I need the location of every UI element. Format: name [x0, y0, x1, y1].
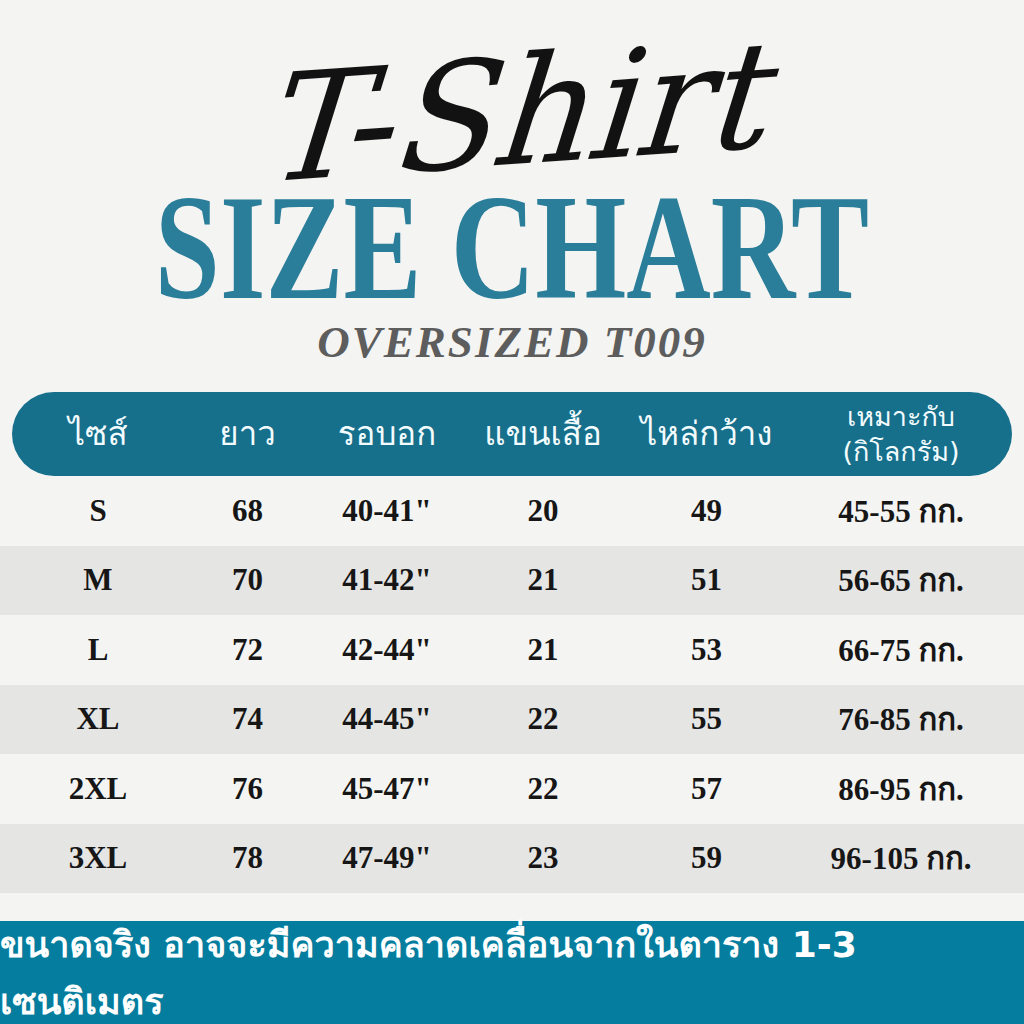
cell-weight: 86-95 กก.	[790, 764, 1012, 814]
cell-sleeve: 22	[463, 771, 623, 807]
subtitle: OVERSIZED T009	[0, 316, 1024, 368]
column-header-sleeve: แขนเสื้อ	[463, 416, 623, 452]
cell-length: 70	[184, 562, 311, 598]
cell-shoulder: 49	[623, 493, 790, 529]
size-chart-infographic: T-Shirt SIZE CHART OVERSIZED T009 ไซส์ ย…	[0, 0, 1024, 1024]
cell-size: 3XL	[12, 840, 184, 876]
table-row-m: M 70 41-42" 21 51 56-65 กก.	[0, 546, 1024, 616]
cell-shoulder: 53	[623, 632, 790, 668]
cell-sleeve: 23	[463, 840, 623, 876]
cell-chest: 40-41"	[311, 493, 463, 529]
table-row-xl: XL 74 44-45" 22 55 76-85 กก.	[0, 685, 1024, 755]
cell-sleeve: 20	[463, 493, 623, 529]
cell-sleeve: 21	[463, 632, 623, 668]
column-header-weight: เหมาะกับ (กิโลกรัม)	[790, 399, 1012, 469]
cell-chest: 41-42"	[311, 562, 463, 598]
cell-weight: 76-85 กก.	[790, 694, 1012, 744]
cell-size: S	[12, 493, 184, 529]
table-body: S 68 40-41" 20 49 45-55 กก. M 70 41-42" …	[0, 476, 1024, 893]
footer-note: ขนาดจริง อาจจะมีความคลาดเคลื่อนจากในตารา…	[0, 916, 1024, 1024]
cell-shoulder: 51	[623, 562, 790, 598]
footer-note-bar: ขนาดจริง อาจจะมีความคลาดเคลื่อนจากในตารา…	[0, 921, 1024, 1024]
cell-chest: 45-47"	[311, 771, 463, 807]
table-row-inner: L 72 42-44" 21 53 66-75 กก.	[12, 615, 1012, 685]
cell-size: XL	[12, 701, 184, 737]
cell-size: L	[12, 632, 184, 668]
cell-size: 2XL	[12, 771, 184, 807]
cell-length: 76	[184, 771, 311, 807]
cell-chest: 42-44"	[311, 632, 463, 668]
cell-shoulder: 55	[623, 701, 790, 737]
cell-length: 68	[184, 493, 311, 529]
table-row-inner: M 70 41-42" 21 51 56-65 กก.	[12, 546, 1012, 616]
cell-shoulder: 59	[623, 840, 790, 876]
table-row-inner: 2XL 76 45-47" 22 57 86-95 กก.	[12, 754, 1012, 824]
table-row-inner: S 68 40-41" 20 49 45-55 กก.	[12, 476, 1012, 546]
cell-chest: 47-49"	[311, 840, 463, 876]
column-header-size: ไซส์	[12, 416, 184, 452]
cell-sleeve: 22	[463, 701, 623, 737]
cell-weight: 45-55 กก.	[790, 486, 1012, 536]
table-row-inner: 3XL 78 47-49" 23 59 96-105 กก.	[12, 824, 1012, 894]
column-header-weight-line2: (กิโลกรัม)	[790, 434, 1012, 469]
cell-weight: 56-65 กก.	[790, 555, 1012, 605]
cell-sleeve: 21	[463, 562, 623, 598]
cell-shoulder: 57	[623, 771, 790, 807]
table-header-row: ไซส์ ยาว รอบอก แขนเสื้อ ไหล่กว้าง เหมาะก…	[12, 392, 1012, 476]
cell-length: 74	[184, 701, 311, 737]
cell-chest: 44-45"	[311, 701, 463, 737]
page-title: SIZE CHART	[113, 172, 912, 322]
table-row-l: L 72 42-44" 21 53 66-75 กก.	[0, 615, 1024, 685]
table-row-inner: XL 74 44-45" 22 55 76-85 กก.	[12, 685, 1012, 755]
cell-length: 78	[184, 840, 311, 876]
column-header-weight-line1: เหมาะกับ	[790, 399, 1012, 434]
table-row-s: S 68 40-41" 20 49 45-55 กก.	[0, 476, 1024, 546]
cell-length: 72	[184, 632, 311, 668]
cell-size: M	[12, 562, 184, 598]
cell-weight: 96-105 กก.	[790, 833, 1012, 883]
table-row-3xl: 3XL 78 47-49" 23 59 96-105 กก.	[0, 824, 1024, 894]
column-header-length: ยาว	[184, 416, 311, 452]
table-row-2xl: 2XL 76 45-47" 22 57 86-95 กก.	[0, 754, 1024, 824]
column-header-shoulder: ไหล่กว้าง	[623, 416, 790, 452]
column-header-chest: รอบอก	[311, 416, 463, 452]
cell-weight: 66-75 กก.	[790, 625, 1012, 675]
